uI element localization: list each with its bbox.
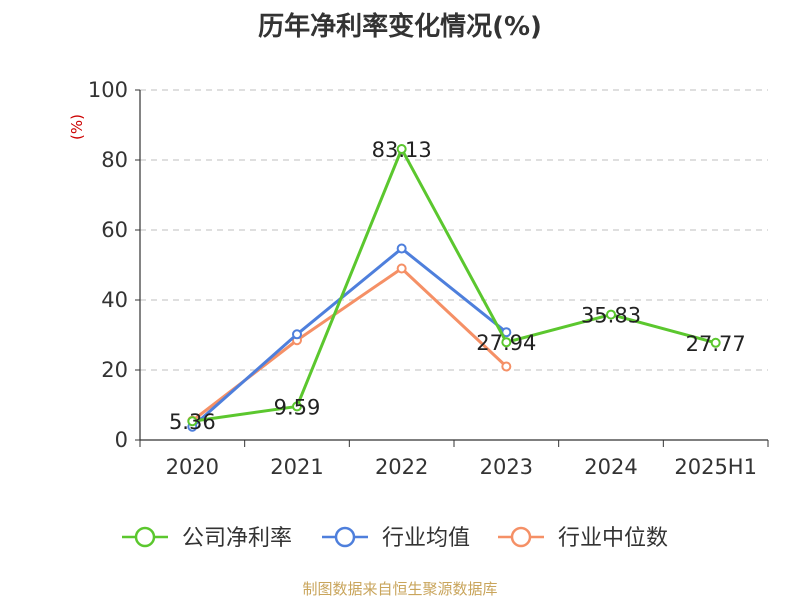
data-point	[187, 416, 198, 427]
data-point	[396, 243, 407, 254]
y-tick-label: 20	[101, 358, 128, 382]
series-line	[192, 147, 717, 423]
y-tick-label: 60	[101, 218, 128, 242]
series-layer	[187, 144, 721, 432]
y-tick-label: 100	[88, 78, 128, 102]
data-label: 27.77	[686, 332, 746, 356]
data-label: 27.94	[476, 331, 536, 355]
y-tick-label: 0	[115, 428, 128, 452]
legend-label: 行业中位数	[558, 526, 668, 551]
data-label: 5.36	[169, 410, 216, 434]
legend-label: 行业均值	[382, 526, 470, 551]
data-point	[710, 337, 721, 348]
x-tick-label: 2025H1	[674, 455, 757, 479]
data-point	[396, 263, 407, 274]
data-label: 35.83	[581, 304, 641, 328]
legend: 公司净利率 行业均值 行业中位数	[122, 526, 668, 551]
data-point	[606, 309, 616, 320]
x-tick-label: 2020	[166, 455, 219, 479]
y-tick-label: 80	[101, 148, 128, 172]
x-tick-label: 2024	[584, 455, 637, 479]
y-tick-label: 40	[101, 288, 128, 312]
source-note: 制图数据来自恒生聚源数据库	[302, 580, 498, 598]
y-axis-label: (%)	[68, 114, 86, 140]
data-point	[501, 361, 512, 372]
axis-layer: 0 20 40 60 80 100(%) 2020 2021 2022 2023 2024 2025H…	[68, 78, 769, 479]
grid-layer	[140, 89, 768, 371]
legend-label: 公司净利率	[182, 526, 292, 551]
data-point	[396, 144, 407, 155]
series-line	[191, 247, 508, 428]
data-point	[292, 401, 302, 412]
data-label-layer: 5.36 9.59 83.13 27.94 35.83 27.77	[169, 138, 746, 434]
data-point	[292, 329, 302, 340]
x-tick-label: 2022	[375, 455, 428, 479]
data-label: 83.13	[372, 138, 432, 162]
chart-title: 历年净利率变化情况(%)	[258, 12, 542, 42]
legend-marker	[510, 526, 532, 548]
data-point	[501, 337, 512, 348]
x-tick-label: 2023	[480, 455, 533, 479]
data-label: 9.59	[274, 395, 321, 419]
x-tick-label: 2021	[270, 455, 323, 479]
legend-marker	[134, 526, 156, 548]
legend-marker	[334, 526, 356, 548]
